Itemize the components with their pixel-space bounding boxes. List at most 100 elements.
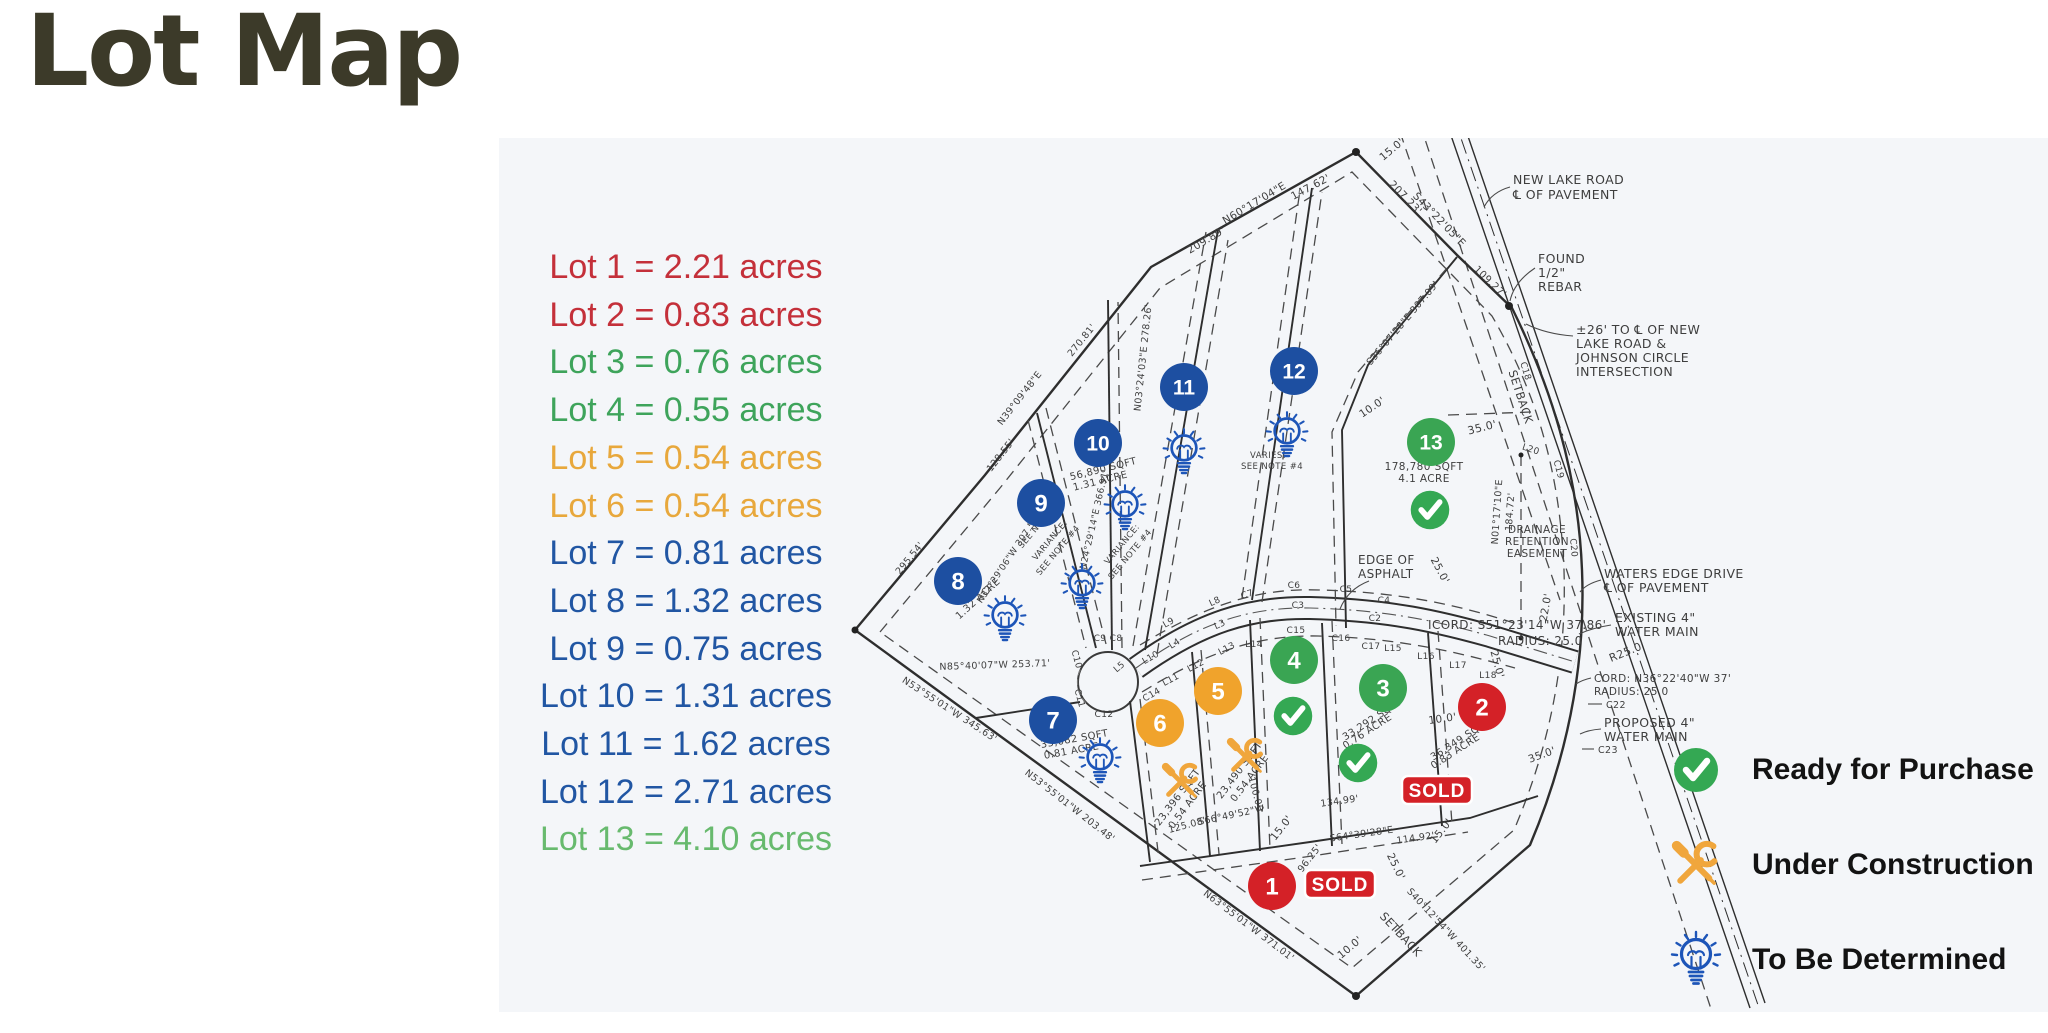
lot-acreage-item: Lot 12 = 2.71 acres [539, 772, 833, 811]
map-annotation: 134.99' [1320, 793, 1360, 809]
waters-edge-drive [1076, 589, 1579, 713]
lightbulb-icon [1664, 929, 1728, 991]
map-annotation: L3 [1213, 618, 1228, 632]
lot-number: 11 [1173, 377, 1196, 400]
lot-marker-4[interactable]: 4 [1270, 636, 1318, 735]
sold-badge-label: SOLD [1312, 875, 1369, 896]
lot-number-badge[interactable] [1407, 418, 1455, 466]
map-annotation: C10 [1069, 649, 1084, 670]
map-annotation: 15.0' [1268, 813, 1295, 843]
map-annotation: N01°17'10"E [1490, 479, 1506, 545]
lot-number: 12 [1282, 361, 1305, 384]
map-annotation: C12 [1095, 710, 1114, 720]
map-annotation: WATERS EDGE DRIVE [1604, 566, 1744, 581]
lot-number-badge[interactable] [1248, 862, 1296, 910]
lot-marker-12[interactable]: 12 [1265, 347, 1318, 458]
lot-marker-1[interactable]: 1 SOLD [1248, 862, 1377, 910]
lot-number-badge[interactable] [1270, 636, 1318, 684]
map-annotation: L18 [1479, 671, 1497, 681]
lot-marker-11[interactable]: 11 [1160, 363, 1208, 475]
map-annotation: C9 C8 [1094, 634, 1123, 644]
lot-number: 9 [1034, 491, 1047, 518]
lot-marker-10[interactable]: 10 [1074, 419, 1147, 531]
map-annotation: S36°07'28"E 307.09' [1365, 279, 1442, 368]
legend-label-tbd: To Be Determined [1752, 943, 2007, 976]
lot-acreage-item: Lot 4 = 0.55 acres [549, 391, 823, 430]
lot-acreage-item: Lot 10 = 1.31 acres [539, 677, 833, 716]
plat-annotations: NEW LAKE ROAD℄ OF PAVEMENTFOUND1/2"REBAR… [894, 136, 1744, 974]
lot-marker-9[interactable]: 9 [1017, 479, 1104, 610]
legend-item-ready: Ready for Purchase [1664, 740, 2048, 800]
tools-icon [1664, 836, 1728, 894]
map-annotation: N53°55'01"W 345.63' [900, 675, 999, 745]
lot-number-badge[interactable] [1194, 667, 1242, 715]
map-annotation: 25.0' [1384, 851, 1407, 882]
map-annotation: C15 [1287, 626, 1306, 636]
lot-marker-5[interactable]: 5 [1194, 667, 1263, 771]
map-annotation: C22 [1606, 700, 1626, 711]
setback-dashed-line [879, 171, 1565, 969]
legend-item-tbd: To Be Determined [1664, 930, 2048, 990]
lot-number-badge[interactable] [1270, 347, 1318, 395]
map-annotation: N03°24'03"E 278.26' [1132, 304, 1154, 412]
legend: Ready for Purchase Under Construction To… [1664, 740, 2048, 990]
legend-label-ready: Ready for Purchase [1752, 753, 2034, 786]
check-circle-icon [1274, 697, 1313, 736]
map-annotation: 15.0' [1377, 136, 1406, 163]
lot-number-badge[interactable] [1074, 419, 1122, 467]
lot-marker-7[interactable]: 7 [1029, 696, 1122, 784]
lot-number: 5 [1211, 679, 1224, 706]
lot-acreage-list: Lot 1 = 2.21 acres Lot 2 = 0.83 acres Lot … [520, 244, 852, 864]
map-annotation: ±26' TO ℄ OF NEW [1576, 322, 1700, 337]
lightbulb-icon [1060, 562, 1104, 610]
map-annotation: L17 [1449, 661, 1467, 671]
lot-number-badge[interactable] [1359, 664, 1407, 712]
lot-number: 2 [1475, 695, 1488, 722]
lot-marker-13[interactable]: 13 [1407, 418, 1455, 529]
map-annotation: L20 [1521, 443, 1541, 458]
map-annotation: C4 [1378, 596, 1391, 606]
lot-number: 4 [1287, 648, 1301, 675]
map-annotation: R25.0' [1607, 639, 1647, 665]
map-annotation: RADIUS: 25.0 [1498, 634, 1583, 648]
lot-number-badge[interactable] [934, 557, 982, 605]
map-annotation: EDGE OF [1358, 553, 1415, 567]
survey-point-markers [851, 148, 1524, 1000]
lot-marker-8[interactable]: 8 [934, 557, 1027, 642]
map-annotation: S64°39'28"E [1329, 825, 1394, 845]
map-annotation: L16 [1417, 652, 1435, 662]
map-annotation: 1/2" [1538, 265, 1565, 280]
lot-number-badge[interactable] [1136, 699, 1184, 747]
map-annotation: 4.1 ACRE [1398, 473, 1450, 485]
map-annotation: SEE NOTE #4 [1241, 462, 1303, 472]
check-circle-icon [1664, 746, 1728, 794]
map-annotation: C20 [1567, 538, 1579, 558]
map-annotation: PROPOSED 4" [1604, 715, 1695, 730]
sold-badge-label: SOLD [1409, 781, 1466, 802]
map-annotation: ICORD: S51°23'14"W 37.86' [1428, 618, 1606, 632]
lot-number: 3 [1376, 676, 1389, 703]
lot-number: 7 [1046, 708, 1059, 735]
map-annotation: 25.0' [1428, 555, 1452, 586]
lot-number-badge[interactable] [1160, 363, 1208, 411]
map-annotation: SETBACK [1377, 909, 1425, 959]
lot-acreage-item: Lot 9 = 0.75 acres [549, 629, 823, 668]
property-boundary [853, 150, 1584, 998]
map-annotation: LAKE ROAD & [1576, 336, 1666, 351]
map-annotation: RADIUS: 25.0 [1594, 686, 1669, 698]
map-annotation: VARIES: [1250, 451, 1286, 461]
map-annotation: RETENTION [1505, 536, 1569, 548]
lot-number: 10 [1086, 433, 1109, 456]
legend-item-construction: Under Construction [1664, 835, 2048, 895]
lot-marker-3[interactable]: 3 [1339, 664, 1407, 782]
map-annotation: 35.0' [1466, 418, 1498, 438]
lot-number-badge[interactable] [1017, 479, 1065, 527]
lot-acreage-item: Lot 11 = 1.62 acres [541, 725, 831, 764]
lot-number-badge[interactable] [1029, 696, 1077, 744]
map-annotation: C7 [1240, 588, 1255, 601]
lot-marker-6[interactable]: 6 [1136, 699, 1198, 796]
lot-marker-2[interactable]: 2 SOLD [1400, 683, 1506, 806]
map-annotation: L14 [1245, 640, 1263, 650]
lot-number-badge[interactable] [1458, 683, 1506, 731]
